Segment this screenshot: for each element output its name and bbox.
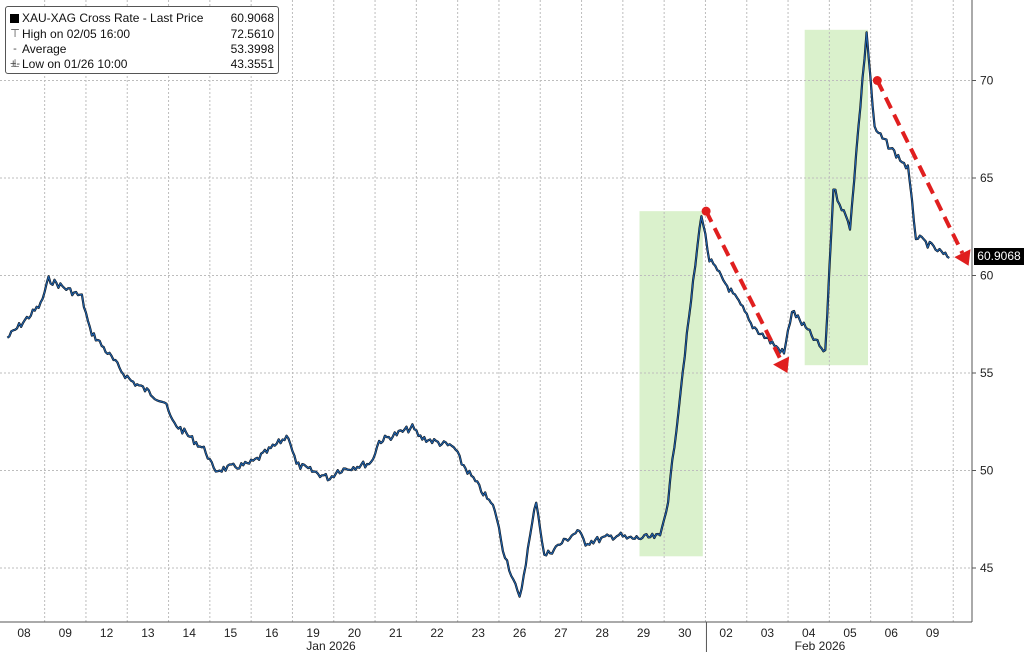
- trend-arrow-2: [875, 79, 965, 255]
- legend-last-value: 60.9068: [230, 11, 274, 25]
- x-tick-label: 21: [389, 626, 403, 640]
- legend-title-row: XAU-XAG Cross Rate - Last Price 60.9068: [6, 11, 278, 26]
- highlight-ranges: [639, 29, 868, 557]
- month-label-feb: Feb 2026: [795, 639, 846, 652]
- legend-high-value: 72.5610: [230, 27, 274, 41]
- x-tick-label: 06: [885, 626, 899, 640]
- x-tick-label: 13: [141, 626, 155, 640]
- average-marker-icon: -+-: [10, 43, 21, 70]
- series-swatch-icon: [10, 14, 19, 23]
- y-tick-label: 65: [980, 171, 994, 185]
- x-tick-label: 26: [513, 626, 527, 640]
- month-label-jan: Jan 2026: [306, 639, 356, 652]
- legend-average-label: Average: [22, 42, 67, 56]
- high-marker-icon: ⊤: [10, 28, 20, 40]
- y-tick-label: 45: [980, 561, 994, 575]
- x-tick-label: 15: [224, 626, 238, 640]
- legend-high-label: High on 02/05 16:00: [22, 27, 131, 41]
- x-tick-label: 19: [306, 626, 320, 640]
- legend-row-average: -+- Average 53.3998: [6, 42, 278, 70]
- x-tick-label: 29: [637, 626, 651, 640]
- x-tick-label: 09: [926, 626, 940, 640]
- price-series-line: [7, 31, 950, 598]
- legend-row-high: ⊤ High on 02/05 16:00 72.5610: [6, 27, 278, 42]
- x-tick-label: 05: [843, 626, 857, 640]
- arrow-head-2: [954, 249, 971, 266]
- trend-arrow-1: [704, 210, 783, 362]
- legend-low-label: Low on 01/26 10:00: [22, 57, 128, 71]
- x-tick-label: 14: [183, 626, 197, 640]
- x-tick-label: 20: [348, 626, 362, 640]
- trend-arrows: [701, 76, 971, 373]
- x-tick-label: 12: [100, 626, 114, 640]
- axes: 45 50 55 60 65 70 08 09 12 13 14 15 16 19 20 21 22 23 26 27…: [0, 0, 994, 652]
- last-price-tag: 60.9068: [974, 248, 1024, 265]
- chart-legend: XAU-XAG Cross Rate - Last Price 60.9068 …: [5, 6, 279, 74]
- y-tick-label: 70: [980, 74, 994, 88]
- x-tick-label: 09: [59, 626, 73, 640]
- x-tick-label: 22: [430, 626, 444, 640]
- x-tick-label: 30: [678, 626, 692, 640]
- highlight-range-1: [639, 211, 703, 557]
- legend-row-low: ⊥ Low on 01/26 10:00 43.3551: [6, 57, 278, 72]
- x-tick-label: 23: [472, 626, 486, 640]
- x-tick-label: 28: [596, 626, 610, 640]
- legend-low-value: 43.3551: [230, 57, 274, 71]
- low-marker-icon: ⊥: [10, 58, 20, 70]
- x-tick-label: 27: [554, 626, 568, 640]
- x-tick-label: 08: [17, 626, 31, 640]
- x-tick-label: 16: [265, 626, 279, 640]
- arrow-head-1: [773, 356, 790, 373]
- y-tick-label: 60: [980, 269, 994, 283]
- x-tick-label: 04: [802, 626, 816, 640]
- x-tick-label: 03: [761, 626, 775, 640]
- legend-average-value: 53.3998: [230, 42, 274, 56]
- x-tick-label: 02: [719, 626, 733, 640]
- legend-title: XAU-XAG Cross Rate - Last Price: [22, 11, 204, 25]
- price-line: [6, 31, 950, 598]
- y-tick-label: 55: [980, 366, 994, 380]
- y-tick-label: 50: [980, 464, 994, 478]
